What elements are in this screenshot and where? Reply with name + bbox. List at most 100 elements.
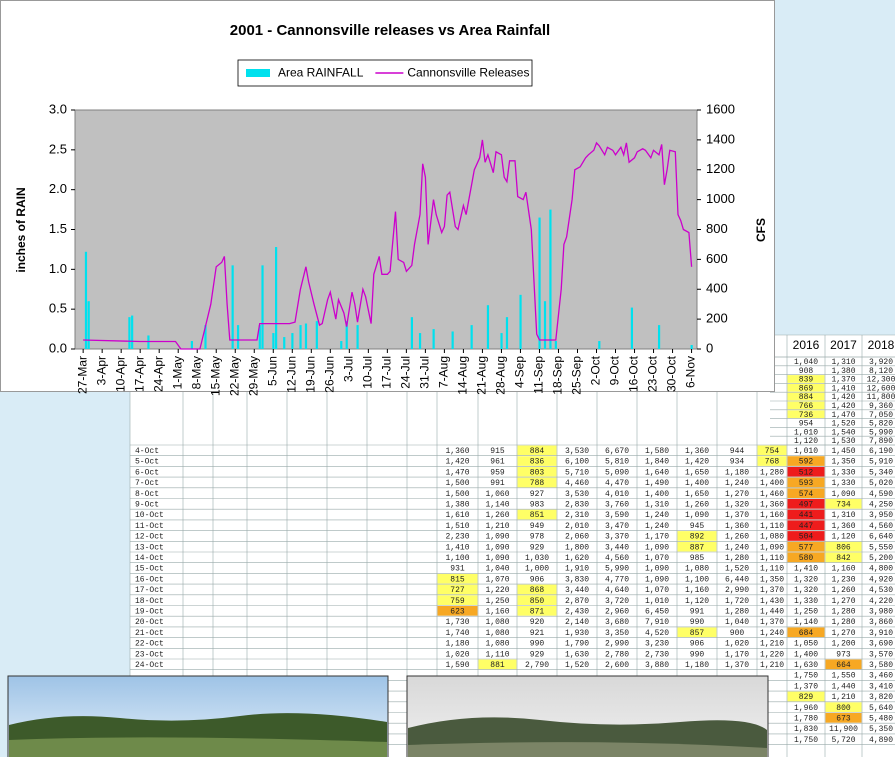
cell: 5,990: [605, 565, 629, 574]
x-tick-label: 22-May: [227, 356, 241, 396]
cell: 884: [530, 447, 545, 456]
cell-highlight: [517, 509, 557, 520]
cell: 1,400: [685, 479, 709, 488]
cell: 1,160: [485, 607, 509, 616]
cell: 949: [530, 522, 545, 531]
cell: 1,240: [645, 522, 669, 531]
cell: 1,440: [760, 607, 784, 616]
rain-bar: [549, 209, 552, 349]
cell: 800: [836, 704, 851, 713]
cell: 5,910: [869, 458, 893, 467]
cell: 1,360: [685, 447, 709, 456]
cell: 12,600: [867, 384, 895, 393]
cell: 1,160: [685, 586, 709, 595]
cell: 1,750: [794, 672, 818, 681]
cell: 3,580: [869, 661, 893, 670]
cell: 1,350: [831, 458, 855, 467]
cell: 1,540: [831, 428, 855, 437]
cell: 5,640: [869, 704, 893, 713]
row-date: 7-Oct: [135, 479, 159, 488]
rain-bar: [543, 301, 547, 349]
cell-highlight: [787, 456, 825, 466]
cell: 1,640: [645, 468, 669, 477]
cell: 7,890: [869, 437, 893, 446]
cell: 736: [799, 411, 814, 420]
row-date: 23-Oct: [135, 650, 164, 659]
cell: 1,510: [445, 522, 469, 531]
cell: 4,010: [605, 490, 629, 499]
cell: 959: [490, 468, 505, 477]
rain-bar: [505, 317, 509, 349]
cell: 1,220: [485, 586, 509, 595]
cell: 2,010: [565, 522, 589, 531]
cell: 734: [836, 500, 851, 509]
x-tick-label: 16-Oct: [627, 355, 641, 392]
cell: 3,760: [605, 500, 629, 509]
cell: 2,990: [725, 586, 749, 595]
cell: 5,200: [869, 554, 893, 563]
cell-highlight: [787, 410, 825, 419]
cell-highlight: [787, 488, 825, 498]
cell: 3,230: [645, 640, 669, 649]
cell: 3,440: [605, 543, 629, 552]
cell: 1,050: [794, 640, 818, 649]
cell: 3,570: [869, 650, 893, 659]
cell: 3,440: [565, 586, 589, 595]
x-tick-label: 29-May: [246, 356, 260, 396]
cell: 1,180: [445, 640, 469, 649]
cell: 1,170: [725, 650, 749, 659]
rain-bar: [190, 341, 193, 349]
cell: 806: [836, 543, 851, 552]
cell: 6,450: [645, 607, 669, 616]
cell: 2,430: [565, 607, 589, 616]
cell: 1,360: [760, 500, 784, 509]
cell: 1,320: [794, 575, 818, 584]
rain-bar: [231, 265, 234, 349]
cell: 1,520: [831, 420, 855, 429]
rain-bar: [598, 341, 601, 349]
cell: 1,740: [445, 629, 469, 638]
cell: 1,240: [725, 543, 749, 552]
cell: 1,500: [445, 490, 469, 499]
cell-highlight: [677, 541, 717, 552]
cell: 1,400: [760, 479, 784, 488]
cell: 1,360: [831, 522, 855, 531]
y2-tick-label: 1000: [706, 191, 735, 206]
cell: 1,520: [565, 661, 589, 670]
cell-highlight: [825, 499, 862, 509]
cell: 881: [490, 661, 505, 670]
cell: 1,420: [445, 458, 469, 467]
cell: 1,610: [445, 511, 469, 520]
cell: 1,490: [645, 479, 669, 488]
cell-highlight: [787, 520, 825, 531]
rain-bar: [272, 333, 275, 349]
row-date: 10-Oct: [135, 511, 164, 520]
cell: 6,100: [565, 458, 589, 467]
plot-area: [74, 109, 698, 350]
cell: 1,230: [831, 575, 855, 584]
cell: 1,420: [685, 458, 709, 467]
cell: 5,810: [605, 458, 629, 467]
cell-highlight: [825, 713, 862, 723]
cell: 1,310: [645, 500, 669, 509]
cell: 3,820: [869, 693, 893, 702]
cell: 842: [836, 554, 851, 563]
cell: 1,070: [645, 586, 669, 595]
cell: 3,590: [605, 511, 629, 520]
cell: 3,860: [869, 618, 893, 627]
cell: 754: [765, 447, 780, 456]
cell: 991: [690, 607, 705, 616]
row-date: 14-Oct: [135, 554, 164, 563]
cell: 3,530: [565, 447, 589, 456]
cell: 2,600: [605, 661, 629, 670]
cell-highlight: [517, 466, 557, 477]
cell-highlight: [825, 702, 862, 712]
cell: 1,840: [645, 458, 669, 467]
cell: 906: [690, 640, 705, 649]
x-tick-label: 24-Apr: [151, 356, 165, 392]
cell-highlight: [787, 392, 825, 401]
x-tick-label: 1-May: [170, 356, 184, 389]
cell: 851: [530, 511, 545, 520]
cell: 684: [799, 629, 814, 638]
cell: 1,520: [725, 565, 749, 574]
